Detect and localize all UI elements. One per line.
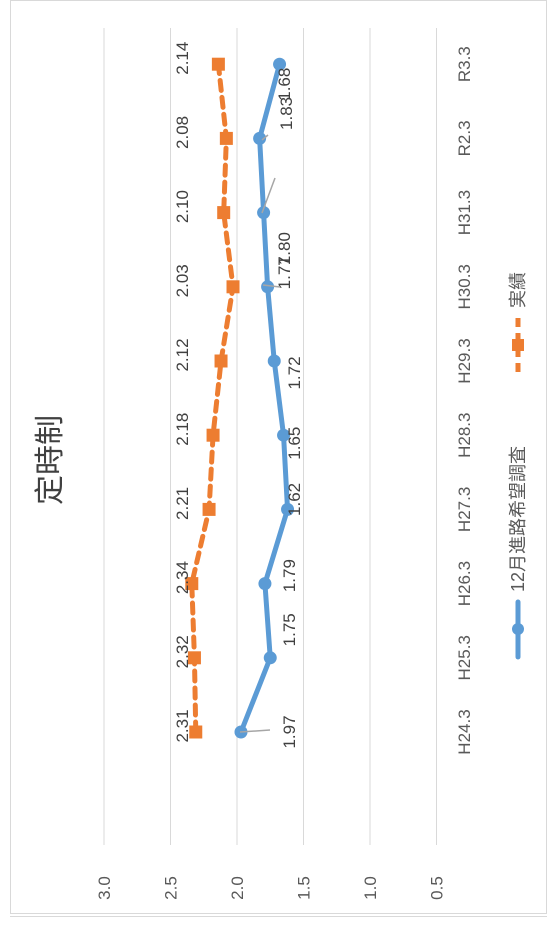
chart-frame <box>10 0 547 914</box>
data-label-series-0: 1.79 <box>280 559 299 592</box>
data-point-1 <box>187 651 201 665</box>
chart-title-group: 定時制 <box>34 415 67 505</box>
frame-bottom-edge <box>10 916 547 927</box>
value-tick-label: 2.5 <box>162 876 181 900</box>
legend: 12月進路希望調査 実績 <box>508 272 528 660</box>
data-label-series-1: 2.14 <box>173 42 192 75</box>
data-label-series-1: 2.32 <box>173 635 192 668</box>
data-label-series-0: 1.68 <box>275 68 294 101</box>
data-point-0 <box>263 651 277 665</box>
value-tick-label: 3.0 <box>95 876 114 900</box>
data-point-0 <box>273 57 287 71</box>
data-point-1 <box>185 577 199 591</box>
value-tick-label: 1.0 <box>361 876 380 900</box>
gridlines <box>103 28 437 845</box>
data-point-0 <box>281 502 295 516</box>
legend-swatch-marker-1 <box>512 339 524 351</box>
data-point-1 <box>214 354 228 368</box>
data-label-leader <box>262 284 281 288</box>
data-point-0 <box>261 280 275 294</box>
value-tick-label: 0.5 <box>428 876 447 900</box>
data-point-1 <box>202 502 216 516</box>
data-label-series-1: 2.34 <box>173 561 192 594</box>
data-label-series-0: 1.80 <box>275 232 294 265</box>
data-label-series-1: 2.10 <box>173 190 192 223</box>
category-label: R3.3 <box>455 46 474 82</box>
data-point-0 <box>258 577 272 591</box>
data-labels: 1.97 1.75 1.79 1.62 1.65 1.72 1.771.80 1.831.68… <box>173 42 304 749</box>
category-label: H24.3 <box>455 709 474 754</box>
data-point-1 <box>189 725 203 739</box>
data-point-1 <box>217 206 231 220</box>
data-label-leader <box>239 729 271 733</box>
data-label-series-0: 1.62 <box>285 483 304 516</box>
chart-title: 定時制 <box>34 415 67 505</box>
data-label-series-0: 1.83 <box>277 97 296 130</box>
series-lines <box>185 57 295 739</box>
legend-label-1: 実績 <box>508 272 528 308</box>
data-label-leader <box>261 177 276 214</box>
value-axis-ticks: 3.0 2.5 2.0 1.5 1.0 0.5 <box>95 876 447 900</box>
data-label-series-0: 1.72 <box>285 356 304 389</box>
value-tick-label: 1.5 <box>295 876 314 900</box>
category-label: H29.3 <box>455 338 474 383</box>
data-label-series-0: 1.75 <box>280 613 299 646</box>
category-label: H26.3 <box>455 561 474 606</box>
data-point-0 <box>267 354 281 368</box>
data-label-series-1: 2.12 <box>173 338 192 371</box>
value-tick-label: 2.0 <box>228 876 247 900</box>
data-point-0 <box>257 206 271 220</box>
data-label-series-0: 1.77 <box>275 256 294 289</box>
data-label-series-0: 1.97 <box>280 715 299 748</box>
category-label: H31.3 <box>455 190 474 235</box>
data-label-series-1: 2.21 <box>173 487 192 520</box>
data-label-leader <box>261 134 269 141</box>
category-axis-labels: H24.3 H25.3 H26.3 H27.3 H28.3 H29.3 H30.3 H31.3… <box>455 46 474 754</box>
series-line-1 <box>189 61 236 735</box>
data-label-series-0: 1.65 <box>285 427 304 460</box>
data-point-1 <box>211 57 225 71</box>
series-line-0 <box>238 61 291 735</box>
category-label: H27.3 <box>455 487 474 532</box>
legend-swatch-marker-0 <box>512 623 524 635</box>
data-point-1 <box>226 280 240 294</box>
data-label-series-1: 2.08 <box>173 116 192 149</box>
data-point-1 <box>206 428 220 442</box>
legend-label-0: 12月進路希望調査 <box>508 446 528 592</box>
data-label-series-1: 2.03 <box>173 264 192 297</box>
data-point-0 <box>253 131 267 145</box>
category-label: H28.3 <box>455 413 474 458</box>
data-label-series-1: 2.31 <box>173 709 192 742</box>
data-point-0 <box>277 428 291 442</box>
category-label: R2.3 <box>455 120 474 156</box>
category-label: H25.3 <box>455 635 474 680</box>
data-label-series-1: 2.18 <box>173 413 192 446</box>
category-label: H30.3 <box>455 264 474 309</box>
data-point-1 <box>219 131 233 145</box>
